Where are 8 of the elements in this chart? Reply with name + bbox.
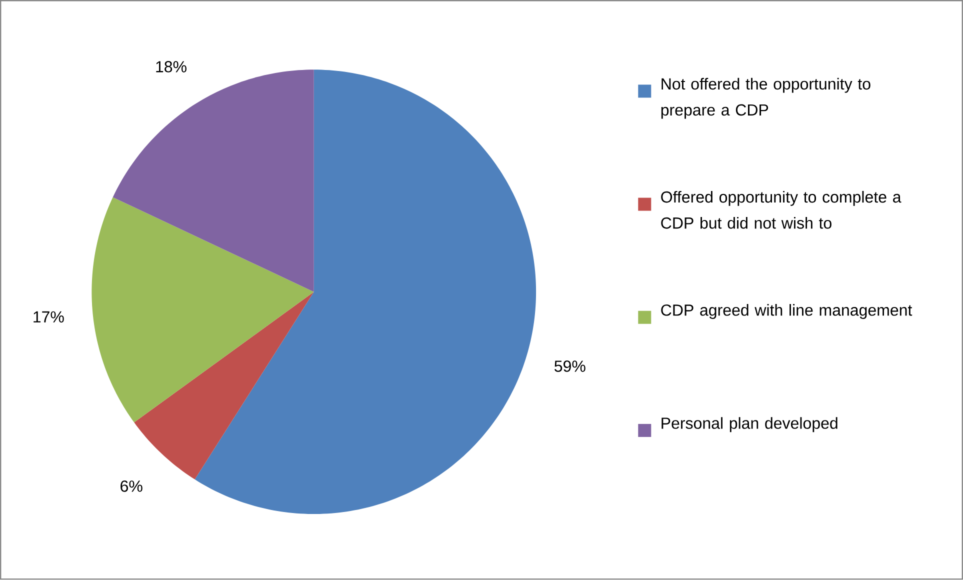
legend-label: Personal plan developed (662, 417, 838, 432)
data-label: 17% (34, 311, 64, 323)
legend-label: Offered opportunity to complete a CDP but did not wish to (661, 191, 902, 229)
data-label: 59% (554, 360, 586, 372)
data-label: 18% (156, 61, 186, 73)
legend-label: CDP agreed with line management (661, 304, 912, 320)
legend-label: Not offered the opportunity to prepare a CDP (661, 78, 870, 119)
data-label: 6% (120, 480, 142, 492)
